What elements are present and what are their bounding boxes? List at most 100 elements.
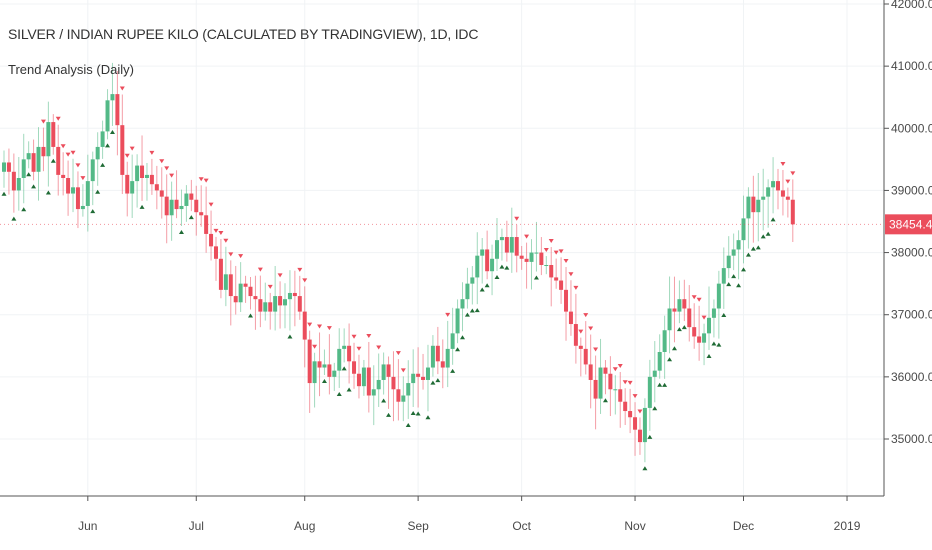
candle-body [716,283,721,309]
down-arrow-marker [548,239,554,244]
y-tick-label: 35000.00 [891,432,932,446]
up-arrow-marker [95,189,101,194]
down-arrow-marker [223,238,229,243]
candle-body [711,308,716,318]
x-tick-label: 2019 [834,519,861,533]
up-arrow-marker [435,378,441,383]
up-arrow-marker [667,357,673,362]
candle-body [554,277,559,281]
candle-body [297,296,302,312]
candle-body [46,122,51,157]
up-arrow-marker [469,308,475,313]
up-arrow-marker [50,158,56,163]
candle-body [85,181,90,206]
indicator-label[interactable]: Trend Analysis (Daily) [8,62,134,77]
up-arrow-marker [642,466,648,471]
candle-body [159,190,164,197]
up-arrow-marker [652,406,658,411]
candle-body [593,379,598,399]
up-arrow-marker [770,217,776,222]
candle-body [687,308,692,328]
up-arrow-marker [745,252,751,257]
down-arrow-marker [218,230,224,235]
candle-body [628,411,633,418]
last-price-label: 38454.46 [889,217,932,231]
candle-body [647,376,652,408]
candle-body [386,364,391,377]
candle-body [312,361,317,384]
y-tick-label: 42000.00 [891,0,932,11]
price-axis[interactable]: 35000.00 36000.00 37000.00 38000.00 39000.00… [884,0,932,446]
candle-body [61,174,66,178]
candle-body [682,299,687,309]
candlestick-series [2,62,795,463]
candle-body [568,311,573,325]
up-arrow-marker [341,366,347,371]
up-arrow-marker [430,380,436,385]
candle-body [376,379,381,390]
candle-body [36,146,41,172]
candle-body [583,348,588,365]
down-arrow-marker [228,252,234,257]
candle-body [662,330,667,352]
down-arrow-marker [780,161,786,166]
candle-body [465,283,470,300]
up-arrow-marker [450,368,456,373]
candle-body [534,252,539,254]
candle-body [317,361,322,368]
candle-body [233,296,238,303]
candle-body [66,178,71,194]
candle-body [278,296,283,306]
up-arrow-marker [45,190,51,195]
candle-body [657,352,662,371]
candle-body [623,401,628,412]
candle-body [706,317,711,334]
down-arrow-marker [356,346,362,351]
candle-body [149,174,154,185]
down-arrow-marker [40,119,46,124]
up-arrow-marker [726,282,732,287]
down-arrow-marker [119,86,125,91]
candle-body [164,196,169,216]
candle-body [756,199,761,213]
down-arrow-marker [208,202,214,207]
candle-body [51,122,56,147]
down-arrow-marker [583,313,589,318]
down-arrow-marker [588,326,594,331]
candle-body [406,383,411,396]
candle-body [381,364,386,380]
candle-body [603,367,608,374]
candle-body [95,146,100,160]
up-arrow-marker [484,283,490,288]
candle-body [189,193,194,200]
candle-body [361,367,366,387]
candle-body [480,249,485,256]
candle-body [588,364,593,380]
candle-body [613,389,618,391]
x-tick-label: Jun [78,519,97,533]
down-arrow-marker [149,150,155,155]
down-arrow-marker [307,322,313,327]
candle-body [785,196,790,200]
candle-body [283,299,288,306]
candle-body [416,373,421,377]
down-arrow-marker [159,159,165,164]
candle-body [273,296,278,312]
up-arrow-marker [765,231,771,236]
candle-body [332,370,337,377]
up-arrow-marker [425,415,431,420]
candle-body [287,292,292,300]
last-price-badge [885,214,932,235]
y-tick-label: 41000.00 [891,59,932,73]
up-arrow-marker [736,283,742,288]
candle-body [396,389,401,402]
candle-body [154,184,159,191]
down-arrow-marker [164,166,170,171]
candle-body [347,345,352,362]
time-axis[interactable]: Jun Jul Aug Sep Oct Nov Dec 2019 [78,496,861,533]
candle-body [460,299,465,309]
candle-body [652,370,657,377]
candle-body [751,196,756,213]
candle-body [243,283,248,287]
